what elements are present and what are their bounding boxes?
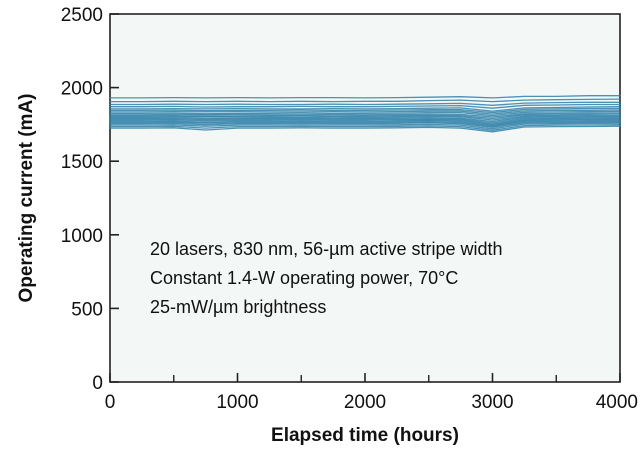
series-line-11: [109, 114, 621, 121]
y-tick-label-0: 0: [92, 373, 103, 394]
x-tick-label-0: 0: [105, 392, 116, 413]
series-line-6: [109, 107, 621, 114]
series-line-16: [109, 120, 621, 127]
series-line-7: [109, 109, 621, 115]
y-tick-label-4: 2000: [61, 79, 103, 100]
series-line-10: [109, 113, 621, 120]
series-line-9: [109, 112, 621, 118]
annotation-line-1: 20 lasers, 830 nm, 56-µm active stripe w…: [150, 239, 503, 259]
x-axis-title: Elapsed time (hours): [271, 425, 459, 446]
series-line-2: [109, 98, 621, 103]
y-tick-label-5: 2500: [61, 5, 103, 26]
tick-layer: 0 500 1000 1500 2000 2500 0 1000 2000 3000 4000: [61, 5, 638, 413]
series-line-15: [109, 119, 621, 126]
series-line-17: [109, 121, 621, 128]
series-line-12: [109, 116, 621, 123]
x-tick-label-4: 4000: [596, 392, 638, 413]
annotation-line-3: 25-mW/µm brightness: [150, 297, 326, 317]
annotation-line-2: Constant 1.4-W operating power, 70°C: [150, 268, 458, 288]
series-line-1: [109, 95, 621, 99]
series-line-19: [109, 124, 621, 131]
y-tick-label-1: 500: [71, 299, 103, 320]
y-axis-title: Operating current (mA): [16, 93, 37, 302]
series-line-13: [109, 117, 621, 124]
plot-area: [109, 13, 621, 383]
series-line-8: [109, 110, 621, 117]
x-tick-label-3: 3000: [471, 392, 513, 413]
y-tick-label-3: 1500: [61, 152, 103, 173]
series-line-3: [109, 101, 621, 106]
series-line-18: [109, 122, 621, 130]
series-line-5: [109, 106, 621, 112]
x-tick-label-1: 1000: [216, 392, 258, 413]
y-tick-label-2: 1000: [61, 226, 103, 247]
series-layer: [109, 95, 621, 133]
x-tick-label-2: 2000: [344, 392, 386, 413]
series-line-20: [109, 125, 621, 133]
series-line-14: [109, 118, 621, 125]
series-line-4: [109, 103, 621, 109]
